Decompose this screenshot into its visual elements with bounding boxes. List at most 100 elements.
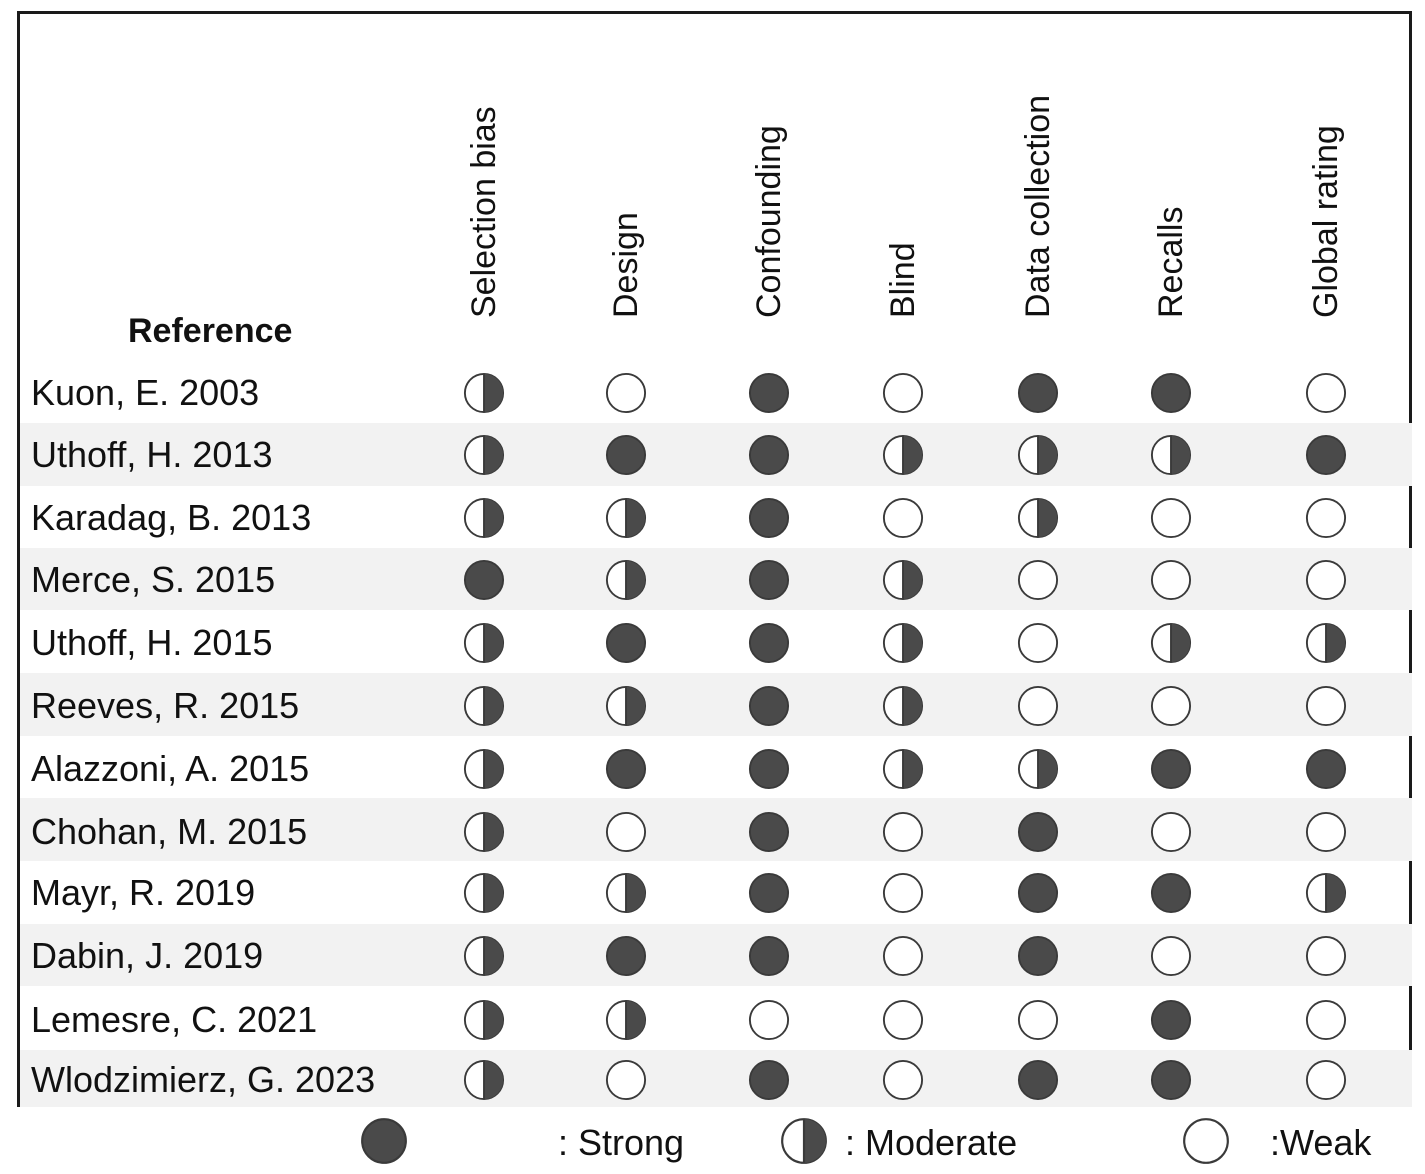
moderate-rating-icon (463, 434, 505, 476)
weak-rating-icon (748, 999, 790, 1041)
row-reference: Uthoff, H. 2013 (31, 434, 273, 475)
moderate-rating-icon (1305, 872, 1347, 914)
reference-column-header: Reference (128, 312, 293, 350)
row-reference: Chohan, M. 2015 (31, 811, 308, 852)
moderate-rating-icon (1305, 622, 1347, 664)
moderate-rating-icon (882, 559, 924, 601)
moderate-rating-icon (1150, 622, 1192, 664)
moderate-rating-icon (605, 685, 647, 727)
weak-rating-icon (1305, 685, 1347, 727)
moderate-rating-icon (463, 372, 505, 414)
weak-rating-icon (882, 1059, 924, 1101)
row-reference: Lemesre, C. 2021 (31, 999, 318, 1040)
weak-rating-icon (1305, 811, 1347, 853)
weak-rating-icon (882, 935, 924, 977)
weak-rating-icon (1182, 1117, 1230, 1165)
weak-rating-icon (1305, 935, 1347, 977)
weak-rating-icon (1305, 497, 1347, 539)
strong-rating-icon (1017, 935, 1059, 977)
weak-rating-icon (882, 497, 924, 539)
row-reference: Dabin, J. 2019 (31, 935, 264, 976)
weak-rating-icon (1017, 622, 1059, 664)
weak-rating-icon (1150, 559, 1192, 601)
weak-rating-icon (1305, 999, 1347, 1041)
moderate-rating-icon (605, 999, 647, 1041)
weak-rating-icon (1017, 999, 1059, 1041)
moderate-rating-icon (463, 622, 505, 664)
strong-rating-icon (748, 434, 790, 476)
strong-rating-icon (1017, 872, 1059, 914)
moderate-rating-icon (1017, 748, 1059, 790)
weak-rating-icon (1150, 811, 1192, 853)
column-header-label: Data collection (1019, 94, 1057, 318)
weak-rating-icon (1150, 685, 1192, 727)
weak-rating-icon (882, 999, 924, 1041)
moderate-rating-icon (605, 497, 647, 539)
strong-rating-icon (1305, 434, 1347, 476)
moderate-rating-icon (882, 434, 924, 476)
moderate-rating-icon (463, 999, 505, 1041)
row-reference: Karadag, B. 2013 (31, 497, 312, 538)
strong-rating-icon (1305, 748, 1347, 790)
strong-rating-icon (748, 497, 790, 539)
strong-rating-icon (1017, 372, 1059, 414)
weak-rating-icon (882, 372, 924, 414)
strong-rating-icon (463, 559, 505, 601)
row-reference: Reeves, R. 2015 (31, 685, 300, 726)
strong-rating-icon (748, 685, 790, 727)
strong-rating-icon (748, 559, 790, 601)
column-header-recalls: Recalls (1141, 0, 1201, 352)
column-header-label: Selection bias (465, 106, 503, 318)
moderate-rating-icon (605, 872, 647, 914)
row-reference: Alazzoni, A. 2015 (31, 748, 310, 789)
moderate-rating-icon (780, 1117, 828, 1165)
weak-rating-icon (1150, 935, 1192, 977)
column-header-label: Confounding (750, 125, 788, 318)
strong-rating-icon (1017, 811, 1059, 853)
strong-rating-icon (605, 748, 647, 790)
legend-strong-label: : Strong (558, 1122, 685, 1163)
column-header-label: Recalls (1152, 206, 1190, 318)
moderate-rating-icon (463, 497, 505, 539)
strong-rating-icon (360, 1117, 408, 1165)
strong-rating-icon (1150, 748, 1192, 790)
strong-rating-icon (1017, 1059, 1059, 1101)
moderate-rating-icon (463, 1059, 505, 1101)
moderate-rating-icon (1017, 497, 1059, 539)
strong-rating-icon (1150, 372, 1192, 414)
weak-rating-icon (1305, 372, 1347, 414)
moderate-rating-icon (463, 872, 505, 914)
strong-rating-icon (748, 872, 790, 914)
column-header-label: Blind (884, 242, 922, 318)
moderate-rating-icon (882, 622, 924, 664)
moderate-rating-icon (463, 811, 505, 853)
column-header-blind: Blind (873, 0, 933, 352)
weak-rating-icon (1150, 497, 1192, 539)
weak-rating-icon (1017, 559, 1059, 601)
strong-rating-icon (605, 622, 647, 664)
row-reference: Mayr, R. 2019 (31, 872, 256, 913)
weak-rating-icon (882, 811, 924, 853)
row-reference: Kuon, E. 2003 (31, 372, 260, 413)
column-header-data-collection: Data collection (1008, 0, 1068, 352)
row-reference: Wlodzimierz, G. 2023 (31, 1059, 376, 1100)
column-header-design: Design (596, 0, 656, 352)
strong-rating-icon (605, 935, 647, 977)
strong-rating-icon (1150, 999, 1192, 1041)
strong-rating-icon (605, 434, 647, 476)
legend-moderate-label: : Moderate (845, 1122, 1018, 1163)
weak-rating-icon (605, 811, 647, 853)
column-header-global-rating: Global rating (1296, 0, 1356, 352)
weak-rating-icon (1305, 1059, 1347, 1101)
weak-rating-icon (1017, 685, 1059, 727)
weak-rating-icon (605, 1059, 647, 1101)
legend-weak-label: :Weak (1270, 1122, 1372, 1163)
moderate-rating-icon (463, 685, 505, 727)
strong-rating-icon (748, 748, 790, 790)
moderate-rating-icon (882, 748, 924, 790)
moderate-rating-icon (882, 685, 924, 727)
strong-rating-icon (1150, 872, 1192, 914)
column-header-label: Global rating (1307, 125, 1345, 318)
moderate-rating-icon (463, 748, 505, 790)
legend: : Strong : Moderate :Weak (0, 1112, 1425, 1172)
